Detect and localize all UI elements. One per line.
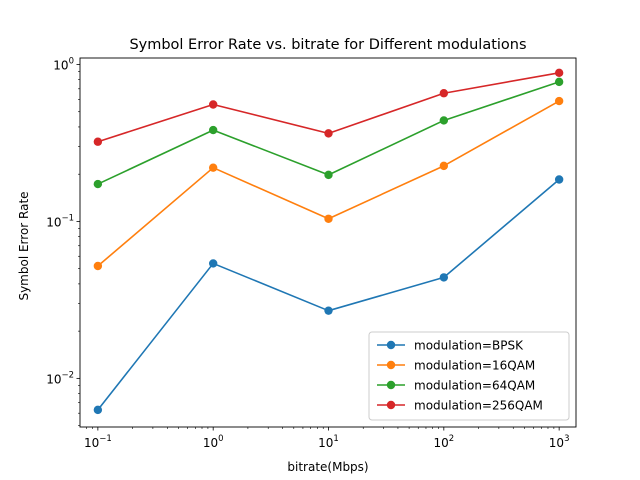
legend-marker-0 <box>386 340 396 350</box>
legend-label-2: modulation=64QAM <box>414 379 535 393</box>
x-tick-label-exponent: 1 <box>333 434 338 444</box>
x-tick-label: 101 <box>318 434 339 450</box>
data-point <box>324 170 333 180</box>
legend-label-0: modulation=BPSK <box>414 339 524 353</box>
data-point <box>324 306 333 315</box>
x-tick-label-exponent: 3 <box>564 434 569 444</box>
x-tick-label: 102 <box>433 434 454 450</box>
data-point <box>208 163 218 172</box>
data-point <box>93 179 103 189</box>
x-axis-label: bitrate(Mbps) <box>287 460 368 474</box>
y-tick-label-base: 10 <box>46 215 61 229</box>
x-tick-label-exponent: 2 <box>449 434 454 444</box>
x-tick-label: 100 <box>203 434 224 450</box>
y-tick-label: 100 <box>53 56 74 72</box>
data-point <box>439 116 449 125</box>
x-tick-label: 103 <box>549 434 570 450</box>
x-tick-label-exponent: −1 <box>99 434 112 444</box>
data-point <box>208 125 218 135</box>
data-point <box>554 96 564 106</box>
legend-marker-2 <box>386 380 396 390</box>
legend: modulation=BPSK modulation=16QAM modulatio… <box>368 331 570 421</box>
legend-box <box>368 331 570 421</box>
data-point <box>93 405 103 415</box>
data-point <box>439 161 449 171</box>
x-tick-label-base: 10 <box>84 436 99 450</box>
x-tick-label-base: 10 <box>203 436 218 450</box>
series-line-1 <box>97 100 560 267</box>
y-tick-label-base: 10 <box>53 58 68 72</box>
y-tick-label-exponent: −2 <box>61 370 74 380</box>
x-tick-label-exponent: 0 <box>218 434 223 444</box>
data-point <box>324 214 333 223</box>
x-tick-label-base: 10 <box>549 436 564 450</box>
data-point <box>208 100 218 109</box>
data-point <box>439 273 449 282</box>
x-tick-label-base: 10 <box>433 436 448 450</box>
data-point <box>439 89 449 98</box>
chart-title: Symbol Error Rate vs. bitrate for Differ… <box>129 37 526 53</box>
y-tick-label: 10−2 <box>46 370 74 386</box>
legend-label-3: modulation=256QAM <box>414 399 543 413</box>
data-point <box>554 77 564 87</box>
y-tick-label-base: 10 <box>46 372 61 386</box>
axes-frame <box>79 57 577 428</box>
data-point <box>93 261 103 271</box>
y-axis-label: Symbol Error Rate <box>17 191 31 300</box>
legend-label-1: modulation=16QAM <box>414 359 535 373</box>
y-tick-label-exponent: 0 <box>69 56 74 66</box>
legend-marker-3 <box>386 400 396 410</box>
x-tick-label-base: 10 <box>318 436 333 450</box>
y-tick-label: 10−1 <box>46 213 74 229</box>
data-point <box>208 259 218 268</box>
data-point <box>554 68 564 78</box>
y-tick-label-exponent: −1 <box>61 213 74 223</box>
data-point <box>93 137 103 146</box>
x-tick-label: 10−1 <box>84 434 112 450</box>
data-point <box>324 129 333 138</box>
legend-marker-1 <box>386 360 396 370</box>
data-point <box>554 175 564 184</box>
